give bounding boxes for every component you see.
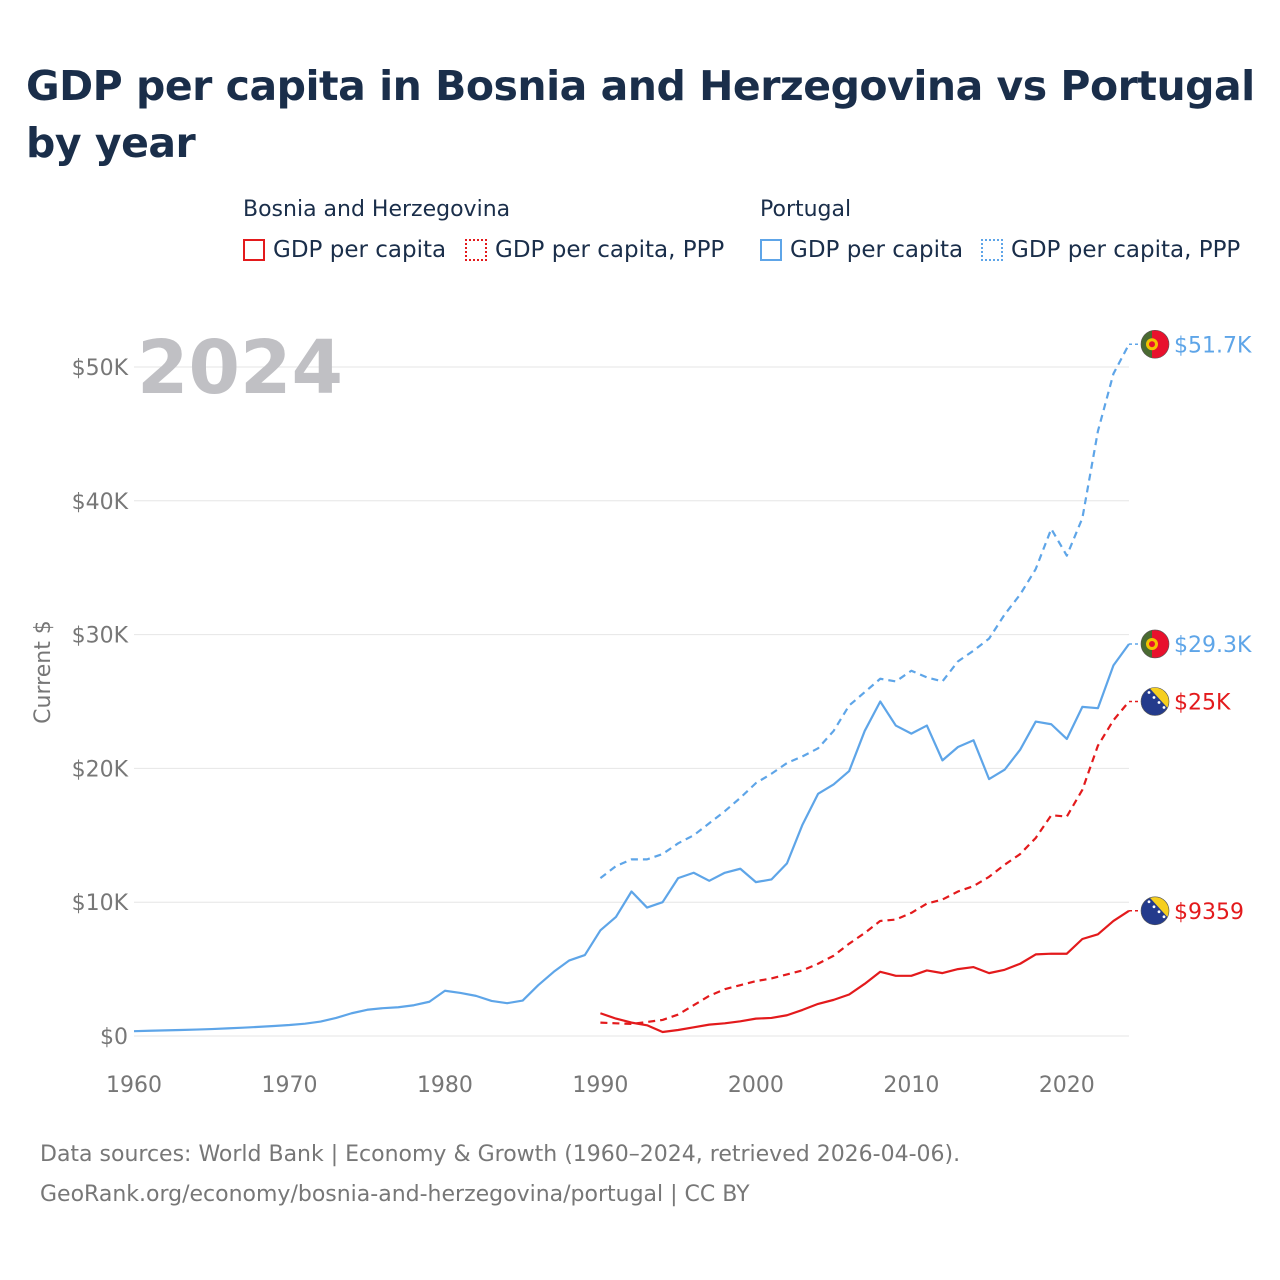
legend-swatch-dotted-red [465,239,487,261]
bosnia-flag-icon [1140,687,1170,716]
series-line [600,909,1130,1034]
series-line [133,643,1130,1033]
portugal-flag-icon [1140,629,1170,659]
end-labels: $51.7K $29.3K $25K $9359 [1129,329,1252,926]
end-value-label: $51.7K [1174,333,1252,358]
end-value-label: $9359 [1174,900,1244,925]
x-tick-label: 1990 [572,1073,628,1098]
x-tick-label: 1980 [417,1073,473,1098]
legend-item-portugal-gdp[interactable]: GDP per capita [760,237,963,263]
grid-lines [134,366,1129,1037]
y-tick-label: $10K [72,891,129,916]
series-line [599,343,1130,879]
legend-label: GDP per capita [790,237,964,263]
y-tick-label: $20K [72,757,129,782]
end-value-label: $29.3K [1174,633,1252,658]
end-value-label: $25K [1174,691,1231,716]
data-sources: Data sources: World Bank | Economy & Gro… [40,1142,961,1167]
series-line [600,700,1130,1026]
credit-link[interactable]: GeoRank.org/economy/bosnia-and-herzegovi… [40,1182,750,1207]
legend-group-portugal: Portugal [760,197,852,222]
y-tick-label: $0 [100,1025,128,1050]
legend-item-bosnia-gdp[interactable]: GDP per capita [243,237,446,263]
y-axis-label: Current $ [31,620,56,724]
series-group [133,343,1130,1034]
x-tick-label: 1960 [106,1073,162,1098]
legend-swatch-solid-red [243,239,265,261]
legend-item-portugal-ppp[interactable]: GDP per capita, PPP [981,237,1240,263]
legend-item-bosnia-ppp[interactable]: GDP per capita, PPP [465,237,724,263]
year-watermark: 2024 [137,325,343,411]
legend-swatch-dotted-blue [981,239,1003,261]
legend-label: GDP per capita, PPP [1011,237,1241,263]
legend-label: GDP per capita, PPP [495,237,725,263]
x-axis: 1960 1970 1980 1990 2000 2010 2020 [106,1073,1095,1098]
x-tick-label: 2000 [728,1073,784,1098]
portugal-flag-icon [1140,329,1170,359]
y-tick-label: $40K [72,490,129,515]
y-axis: $0 $10K $20K $30K $40K $50K [72,356,129,1050]
legend-swatch-solid-blue [760,239,782,261]
x-tick-label: 2010 [883,1073,939,1098]
chart-title: GDP per capita in Bosnia and Herzegovina… [26,62,1255,167]
x-tick-label: 1970 [261,1073,317,1098]
x-tick-label: 2020 [1039,1073,1095,1098]
legend-group-bosnia: Bosnia and Herzegovina [243,197,511,222]
y-tick-label: $30K [72,624,129,649]
y-tick-label: $50K [72,356,129,381]
bosnia-flag-icon [1140,896,1170,926]
legend-label: GDP per capita [273,237,447,263]
